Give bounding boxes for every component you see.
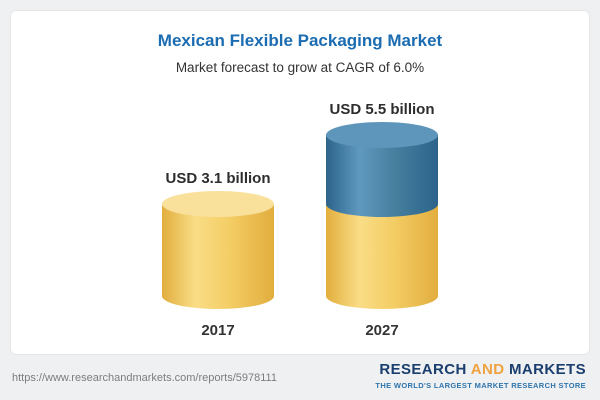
logo-word-research: RESEARCH	[379, 361, 467, 378]
bar-value-2017: USD 3.1 billion	[165, 170, 271, 187]
bar-year-2027: 2027	[365, 322, 399, 339]
bar-2017-body	[162, 204, 274, 309]
bar-value-2027: USD 5.5 billion	[329, 101, 435, 118]
bar-group-2017: USD 3.1 billion 2017	[162, 170, 274, 339]
bar-group-2027: USD 5.5 billion 2027	[326, 101, 438, 339]
logo-word-and: AND	[470, 361, 505, 378]
bar-2027-body-top	[326, 135, 438, 217]
report-url-link[interactable]: https://www.researchandmarkets.com/repor…	[12, 372, 277, 384]
logo-wordmark: RESEARCH AND MARKETS	[375, 361, 586, 378]
chart-title: Mexican Flexible Packaging Market	[157, 31, 443, 50]
chart-subtitle: Market forecast to grow at CAGR of 6.0%	[175, 60, 425, 75]
chart-area: USD 3.1 billion 2017 USD 5.5 billion 202…	[11, 77, 589, 339]
chart-card: Mexican Flexible Packaging Market Market…	[10, 10, 590, 355]
bar-2027-body-bottom	[326, 204, 438, 309]
bar-2017-top-cap	[162, 191, 274, 217]
logo-word-markets: MARKETS	[509, 361, 586, 378]
bar-year-2017: 2017	[201, 322, 235, 339]
bar-2027-cylinder	[326, 122, 438, 309]
bar-2017-cylinder	[162, 191, 274, 309]
bar-2027-top-cap	[326, 122, 438, 148]
research-and-markets-logo[interactable]: RESEARCH AND MARKETS THE WORLD'S LARGEST…	[375, 361, 586, 390]
logo-tagline: THE WORLD'S LARGEST MARKET RESEARCH STOR…	[375, 381, 586, 390]
